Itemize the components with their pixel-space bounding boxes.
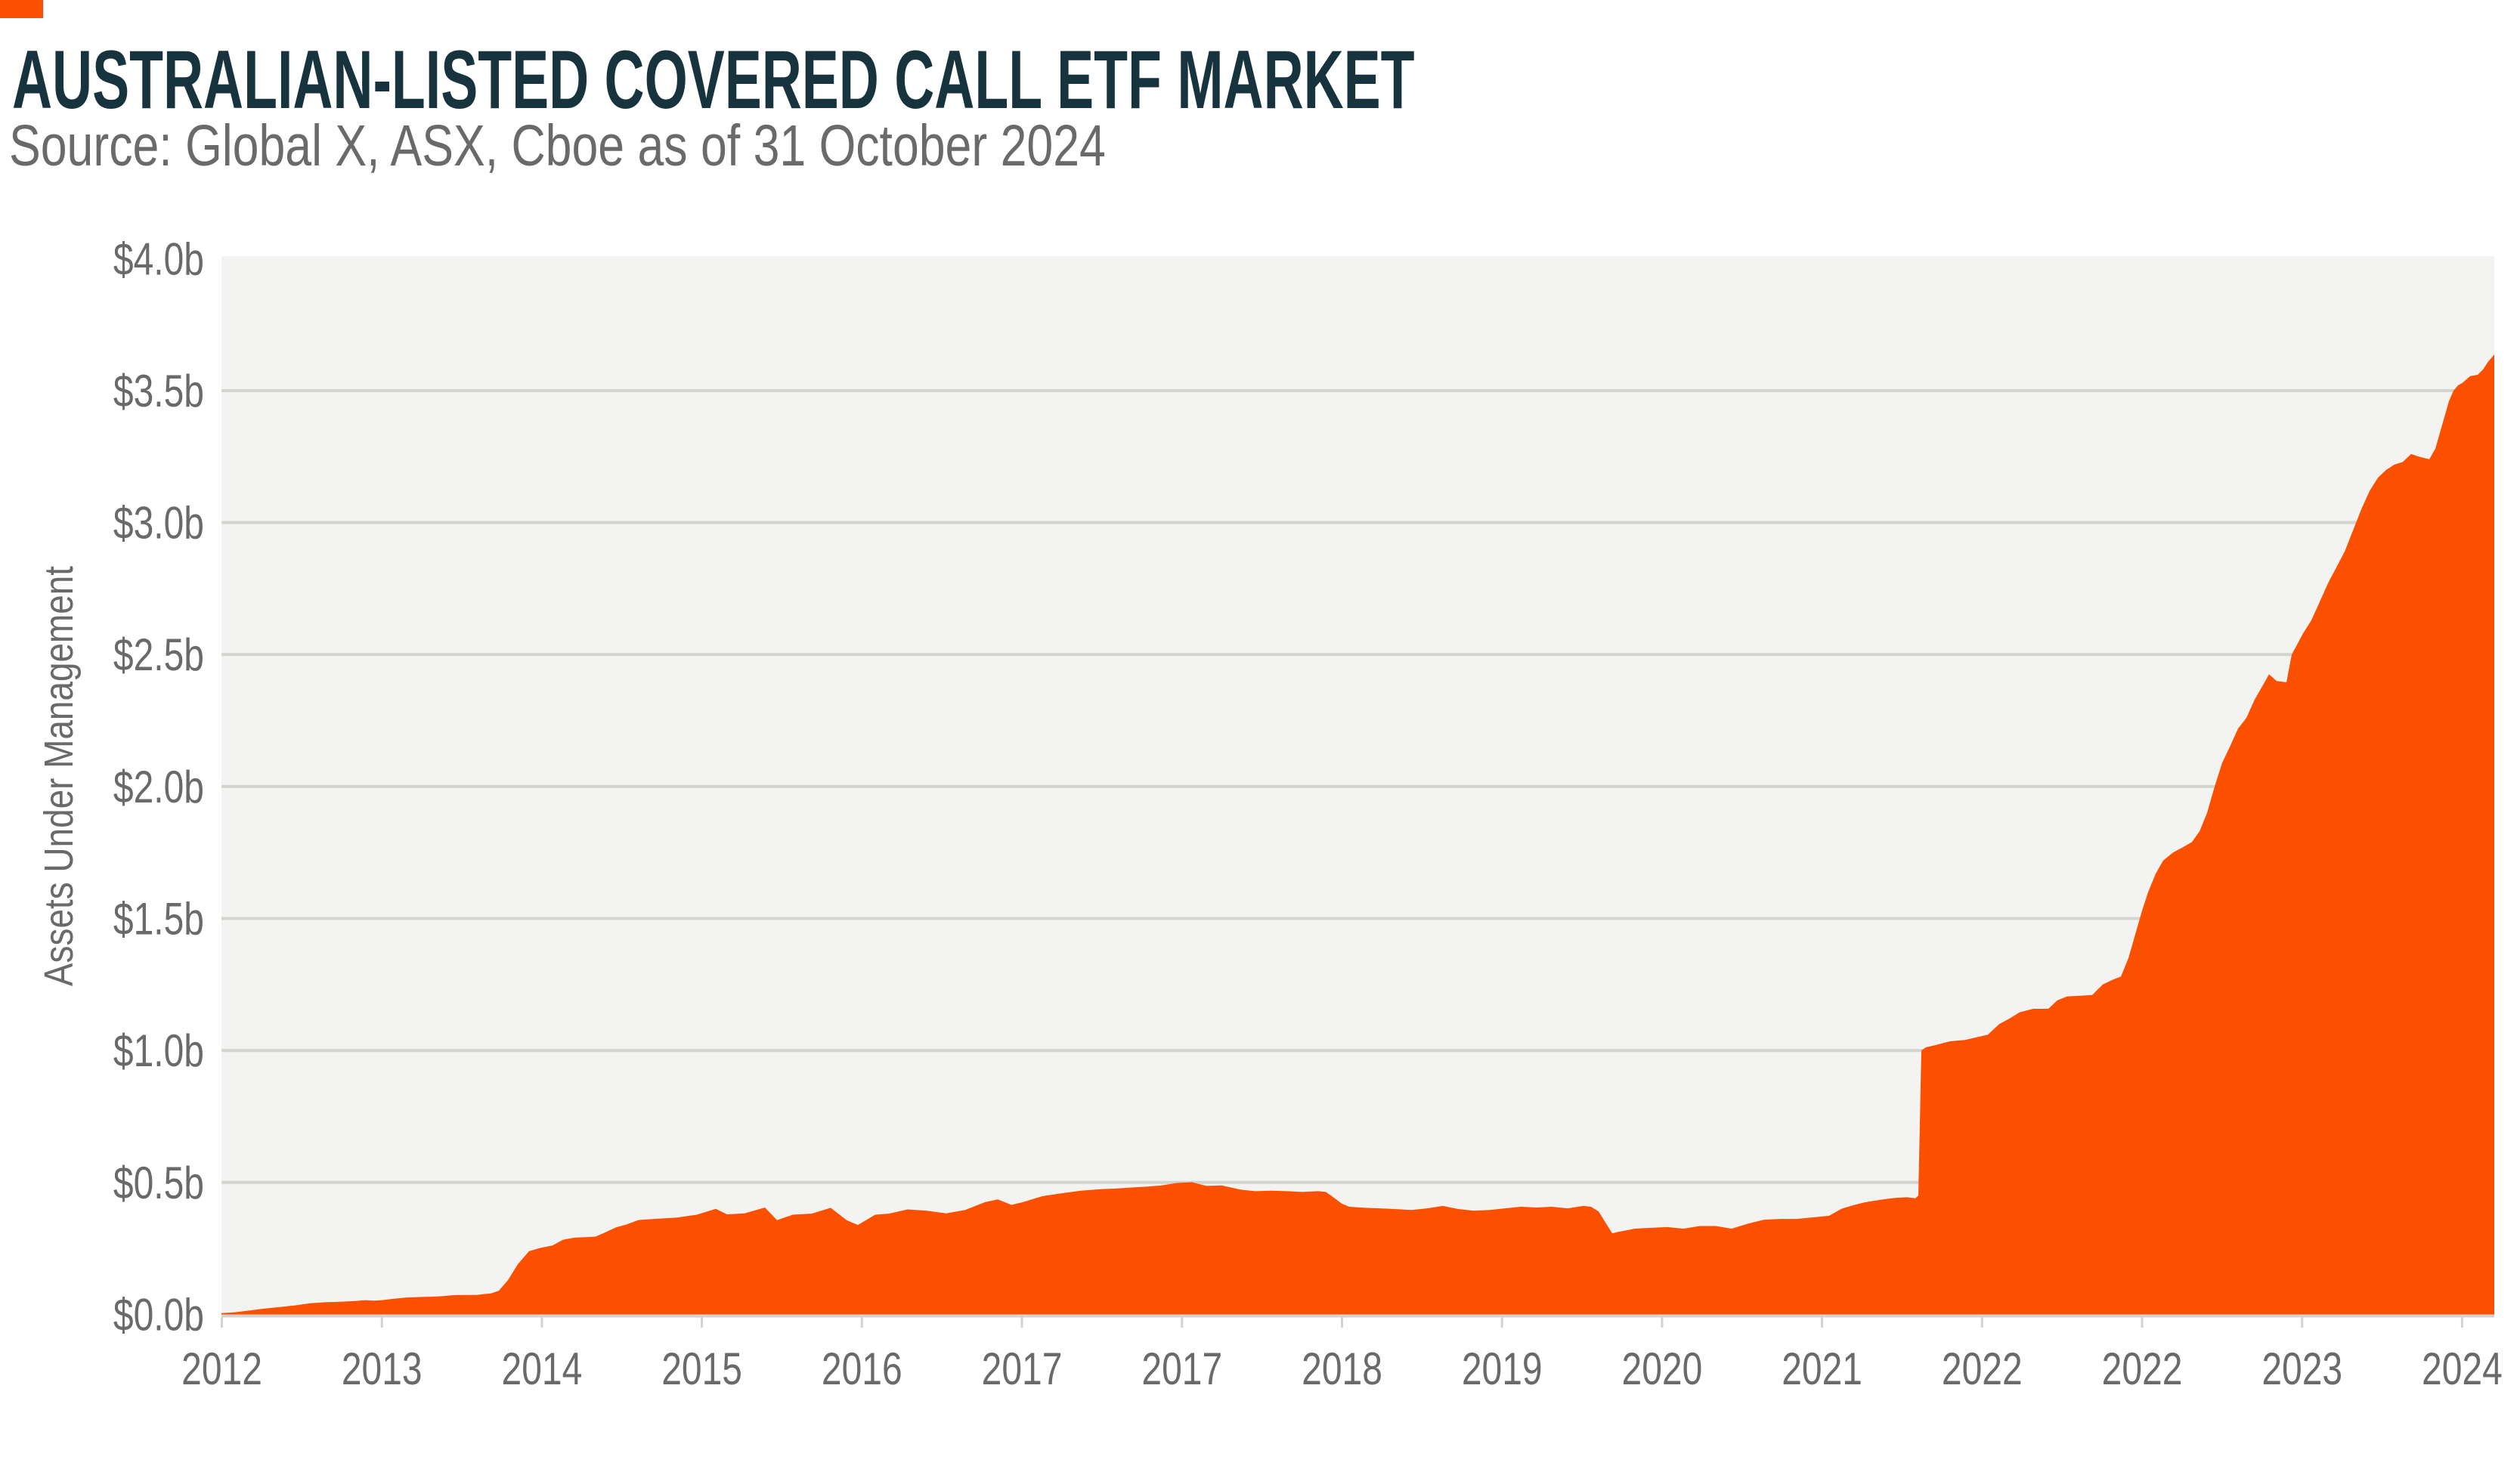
svg-text:$2.0b: $2.0b bbox=[113, 762, 204, 812]
svg-text:2020: 2020 bbox=[1622, 1344, 1703, 1394]
svg-text:2012: 2012 bbox=[181, 1344, 262, 1394]
svg-text:2017: 2017 bbox=[982, 1344, 1063, 1394]
svg-text:Source: Global X, ASX, Cboe as: Source: Global X, ASX, Cboe as of 31 Oct… bbox=[9, 113, 1106, 178]
svg-text:2023: 2023 bbox=[2261, 1344, 2342, 1394]
svg-text:2024: 2024 bbox=[2422, 1344, 2503, 1394]
svg-text:$1.0b: $1.0b bbox=[113, 1025, 204, 1076]
svg-text:$2.5b: $2.5b bbox=[113, 629, 204, 680]
svg-text:$3.0b: $3.0b bbox=[113, 497, 204, 548]
svg-text:$0.0b: $0.0b bbox=[113, 1289, 204, 1340]
svg-text:$3.5b: $3.5b bbox=[113, 366, 204, 416]
svg-text:2019: 2019 bbox=[1462, 1344, 1543, 1394]
svg-text:2014: 2014 bbox=[502, 1344, 583, 1394]
svg-text:$1.5b: $1.5b bbox=[113, 893, 204, 944]
svg-text:2016: 2016 bbox=[822, 1344, 902, 1394]
svg-text:AUSTRALIAN-LISTED COVERED CALL: AUSTRALIAN-LISTED COVERED CALL ETF MARKE… bbox=[12, 32, 1415, 125]
svg-text:$4.0b: $4.0b bbox=[113, 233, 204, 284]
svg-text:2018: 2018 bbox=[1302, 1344, 1382, 1394]
svg-text:2013: 2013 bbox=[342, 1344, 423, 1394]
svg-text:2021: 2021 bbox=[1782, 1344, 1862, 1394]
svg-text:$0.5b: $0.5b bbox=[113, 1158, 204, 1208]
svg-text:Assets Under Management: Assets Under Management bbox=[36, 566, 82, 986]
svg-text:2022: 2022 bbox=[1942, 1344, 2023, 1394]
svg-text:2017: 2017 bbox=[1141, 1344, 1222, 1394]
svg-text:2015: 2015 bbox=[661, 1344, 742, 1394]
svg-text:2022: 2022 bbox=[2102, 1344, 2183, 1394]
